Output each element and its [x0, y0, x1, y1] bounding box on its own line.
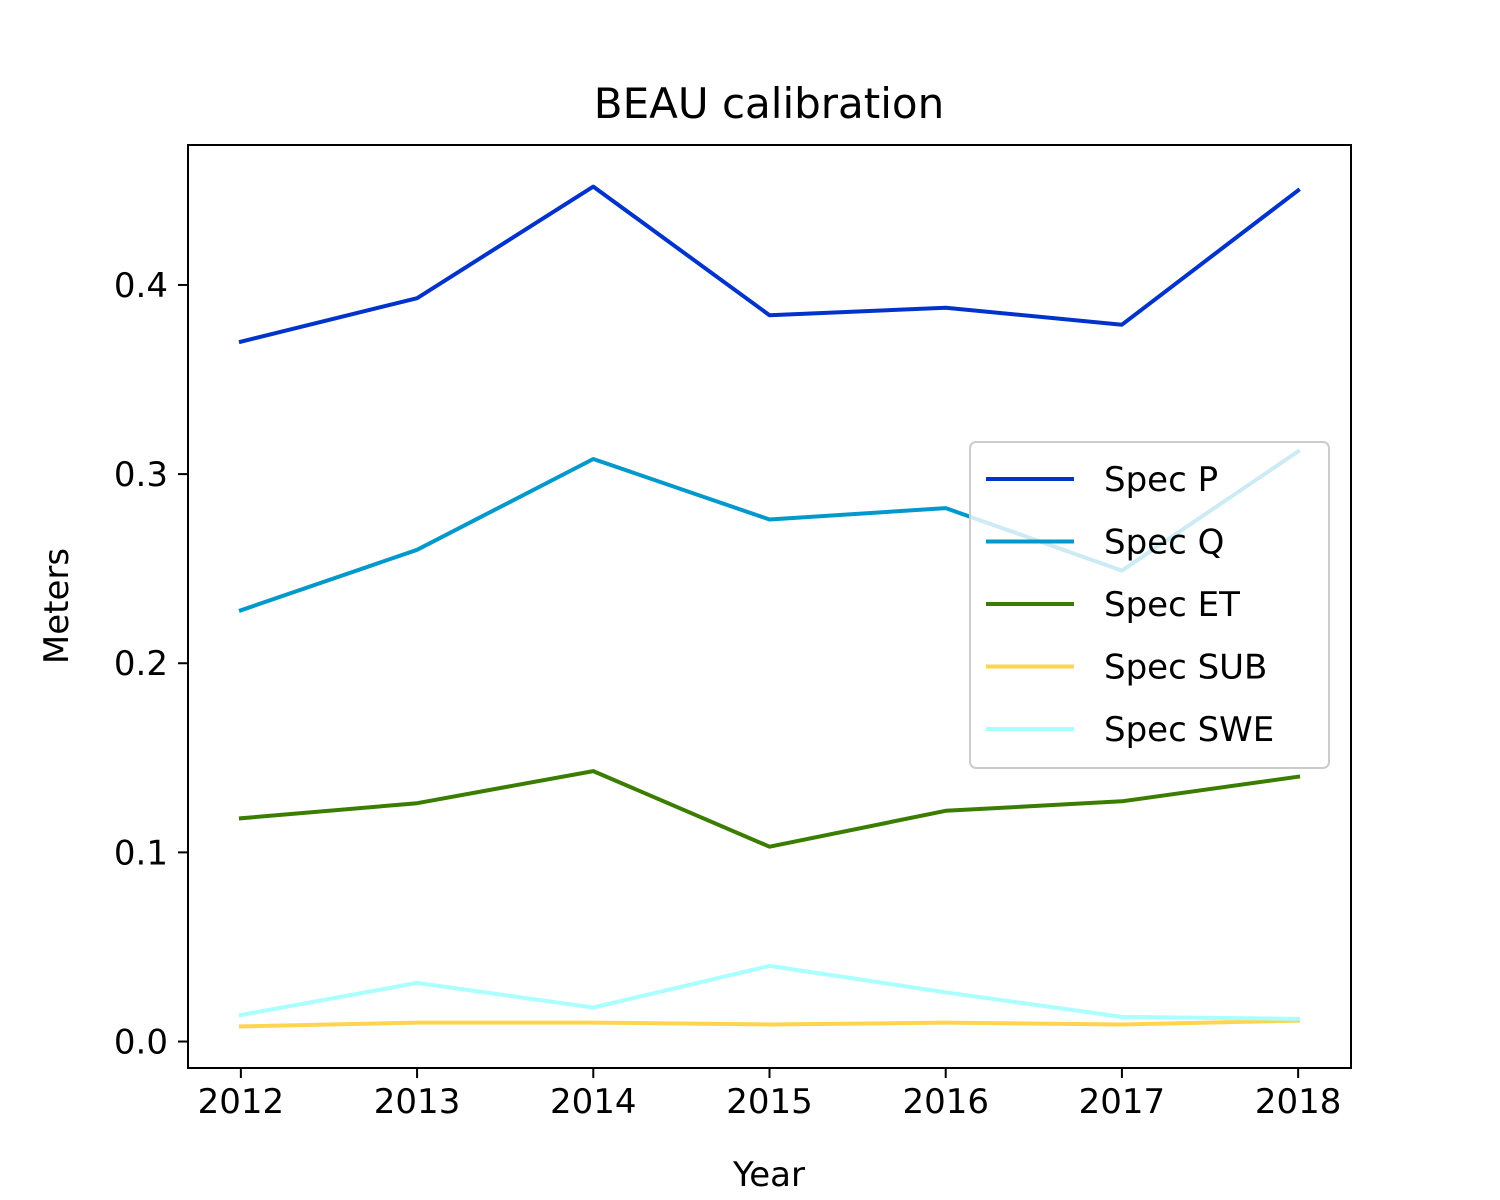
legend-box [969, 441, 1330, 769]
x-axis-label: Year [732, 1155, 805, 1195]
y-tick-label: 0.0 [114, 1023, 168, 1063]
series-line-spec-p [238, 184, 1301, 345]
legend: Spec P Spec Q Spec ET Spec SUB Spec SWE [969, 441, 1330, 769]
y-tick-label: 0.4 [114, 266, 168, 306]
x-tick-label: 2015 [726, 1082, 813, 1122]
y-tick-label: 0.3 [114, 455, 168, 495]
x-tick-label: 2018 [1255, 1082, 1342, 1122]
x-tick-label: 2014 [550, 1082, 637, 1122]
series-line-spec-sub [238, 1018, 1301, 1029]
legend-label-spec-sub: Spec SUB [1104, 648, 1267, 688]
series-line-spec-swe [238, 963, 1301, 1021]
y-axis-ticks: 0.0 0.1 0.2 0.3 0.4 [114, 266, 188, 1063]
legend-label-spec-p: Spec P [1104, 460, 1218, 500]
chart-title: BEAU calibration [594, 79, 944, 128]
y-axis-label: Meters [37, 548, 77, 664]
x-tick-label: 2012 [198, 1082, 285, 1122]
y-tick-label: 0.1 [114, 833, 168, 873]
series-line-spec-et [238, 769, 1301, 849]
legend-label-spec-swe: Spec SWE [1104, 710, 1274, 750]
x-tick-label: 2017 [1079, 1082, 1166, 1122]
legend-items: Spec P Spec Q Spec ET Spec SUB Spec SWE [986, 460, 1274, 750]
x-tick-label: 2013 [374, 1082, 461, 1122]
y-tick-label: 0.2 [114, 644, 168, 684]
x-axis-ticks: 2012 2013 2014 2015 2016 2017 2018 [198, 1068, 1342, 1122]
legend-label-spec-et: Spec ET [1104, 585, 1240, 625]
legend-label-spec-q: Spec Q [1104, 523, 1224, 563]
x-tick-label: 2016 [902, 1082, 989, 1122]
